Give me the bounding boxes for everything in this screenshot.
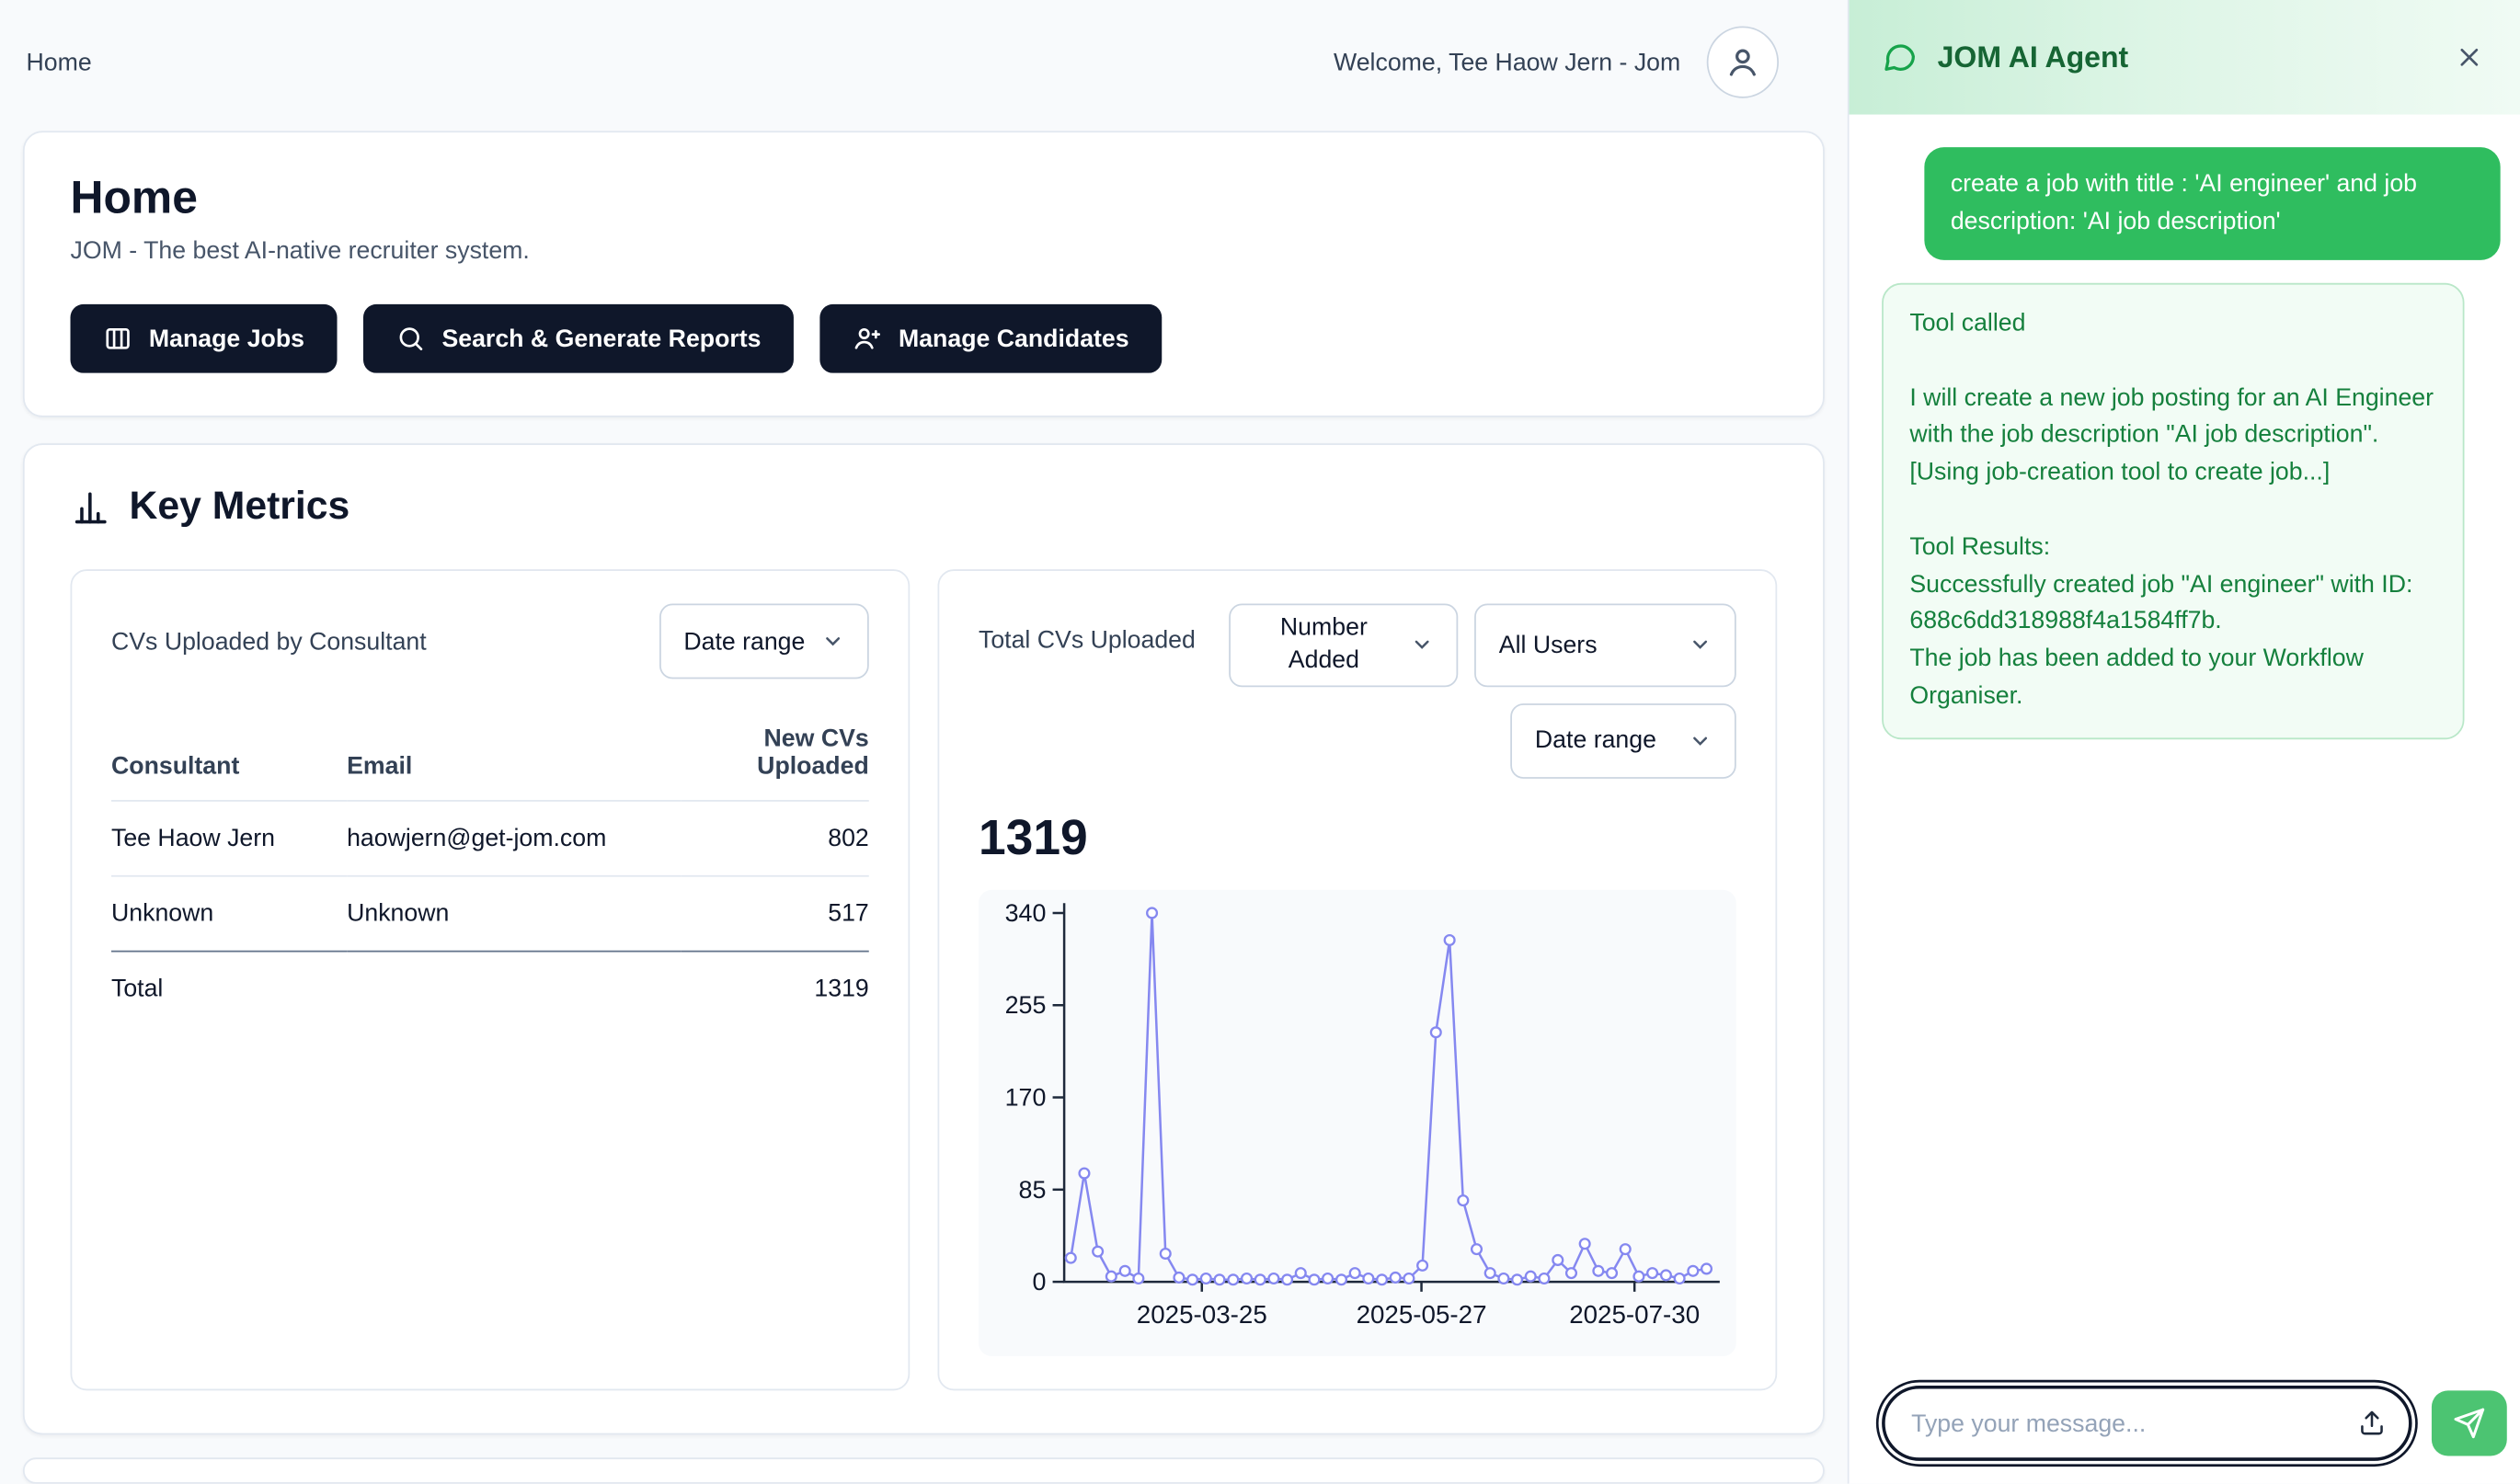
close-icon[interactable] [2448,36,2491,78]
manage-jobs-label: Manage Jobs [148,325,304,353]
svg-text:2025-03-25: 2025-03-25 [1137,1299,1267,1328]
controls-row-2: Date range [1510,702,1736,779]
user-message-bubble: create a job with title : 'AI engineer' … [1924,147,2501,260]
chat-input-row [1850,1366,2520,1484]
avatar-button[interactable] [1706,26,1780,98]
cell-value: 517 [680,875,869,953]
next-section-card [22,1457,1825,1484]
table-total-row: Total 1319 [111,952,869,1026]
metric-select[interactable]: Number Added [1229,603,1459,687]
chevron-down-icon [1411,634,1434,656]
svg-text:0: 0 [1032,1267,1046,1295]
total-cvs-value: 1319 [978,810,1088,865]
breadcrumb-home[interactable]: Home [26,48,92,76]
page-title: Home [70,171,198,223]
search-reports-label: Search & Generate Reports [441,325,762,353]
table-row: Tee Haow Jern haowjern@get-jom.com 802 [110,800,869,877]
total-spacer [347,952,681,1026]
chat-message-input[interactable] [1882,1385,2412,1461]
welcome-text: Welcome, Tee Haow Jern - Jom [1334,48,1681,76]
metric-select-label: Number Added [1279,613,1368,675]
user-icon [1724,42,1763,82]
main-area: Home Welcome, Tee Haow Jern - Jom Home J… [0,0,1848,1484]
chat-header: JOM AI Agent [1849,0,2520,115]
total-card-title: Total CVs Uploaded [978,626,1196,655]
search-icon [396,324,426,353]
upload-icon[interactable] [2354,1404,2391,1442]
col-new-cvs: New CVs Uploaded [680,704,869,802]
cv-uploads-chart: 0 85 170 255 340 2025-03-25 2025-05-27 2025-07-… [978,889,1736,1357]
cell-consultant: Tee Haow Jern [110,800,348,877]
topbar: Home Welcome, Tee Haow Jern - Jom [0,0,1848,124]
chevron-down-icon [821,630,844,653]
manage-jobs-button[interactable]: Manage Jobs [70,303,338,373]
search-reports-button[interactable]: Search & Generate Reports [363,303,795,373]
key-metrics-title: Key Metrics [129,484,350,529]
chat-title: JOM AI Agent [1937,40,2129,74]
topbar-right: Welcome, Tee Haow Jern - Jom [1334,26,1780,98]
table-row: Unknown Unknown 517 [110,875,869,953]
cell-value: 802 [680,800,869,877]
users-select-label: All Users [1498,631,1598,659]
total-date-range-select[interactable]: Date range [1510,702,1736,779]
page-subtitle: JOM - The best AI-native recruiter syste… [70,236,530,266]
bar-chart-icon [71,487,110,527]
col-email: Email [347,704,681,802]
table-header-row: Consultant Email New CVs Uploaded [110,704,869,802]
send-icon [2453,1407,2486,1440]
chat-messages: create a job with title : 'AI engineer' … [1850,115,2520,1366]
chat-panel: JOM AI Agent create a job with title : '… [1847,0,2520,1484]
send-button[interactable] [2431,1390,2507,1456]
controls-row-1: Number Added All Users [1229,603,1736,687]
chat-input-wrap [1882,1385,2412,1461]
chat-bubble-icon [1882,40,1918,75]
cell-consultant: Unknown [110,875,348,953]
cvs-by-consultant-card: CVs Uploaded by Consultant Date range Co… [70,569,911,1391]
home-card: Home JOM - The best AI-native recruiter … [22,131,1825,417]
assistant-message-bubble: Tool called I will create a new job post… [1882,282,2465,739]
metrics-grid: CVs Uploaded by Consultant Date range Co… [70,569,1778,1391]
chevron-down-icon [1689,634,1712,656]
candidates-icon [853,324,882,353]
cell-email: Unknown [347,875,681,953]
svg-text:340: 340 [1005,898,1047,926]
total-value: 1319 [814,975,869,1003]
total-label: Total [110,975,164,1003]
manage-candidates-label: Manage Candidates [898,325,1129,353]
svg-text:2025-05-27: 2025-05-27 [1357,1299,1487,1328]
svg-text:2025-07-30: 2025-07-30 [1569,1299,1700,1328]
consultant-date-range-select[interactable]: Date range [659,603,869,679]
quick-actions: Manage Jobs Search & Generate Reports [70,303,1778,373]
chevron-down-icon [1689,729,1712,752]
consultant-card-header: CVs Uploaded by Consultant Date range [110,603,869,679]
jobs-icon [103,324,132,353]
total-date-range-label: Date range [1534,725,1656,755]
key-metrics-card: Key Metrics CVs Uploaded by Consultant D… [22,443,1825,1435]
manage-candidates-button[interactable]: Manage Candidates [819,303,1163,373]
svg-text:85: 85 [1019,1175,1047,1203]
users-select[interactable]: All Users [1474,603,1736,687]
total-cvs-card: Total CVs Uploaded Number Added [937,569,1778,1391]
svg-text:255: 255 [1005,990,1047,1018]
consultant-date-range-label: Date range [683,627,806,656]
total-card-header: Total CVs Uploaded Number Added [978,603,1736,779]
key-metrics-header: Key Metrics [71,485,1778,531]
svg-text:170: 170 [1005,1083,1047,1111]
total-card-controls: Number Added All Users [1229,603,1736,779]
consultant-table: Consultant Email New CVs Uploaded Tee Ha… [110,704,869,1026]
col-consultant: Consultant [110,704,348,802]
cell-email: haowjern@get-jom.com [347,800,681,877]
consultant-card-title: CVs Uploaded by Consultant [110,627,427,656]
